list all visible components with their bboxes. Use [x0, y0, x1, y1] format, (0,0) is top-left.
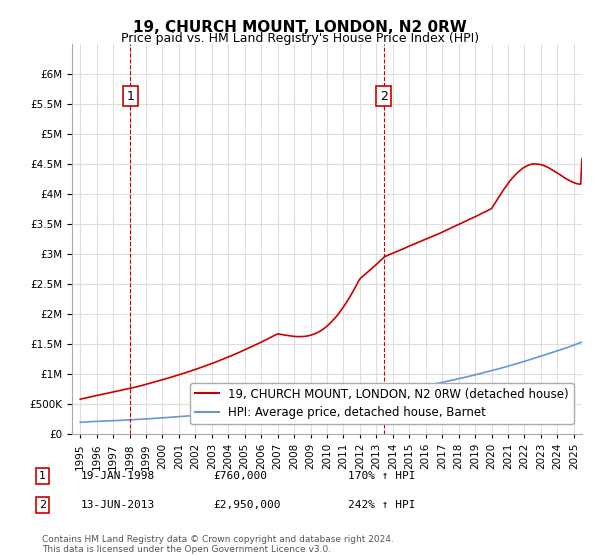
Text: 2: 2 — [39, 500, 46, 510]
Text: 13-JUN-2013: 13-JUN-2013 — [81, 500, 155, 510]
Text: 19-JAN-1998: 19-JAN-1998 — [81, 471, 155, 481]
Legend: 19, CHURCH MOUNT, LONDON, N2 0RW (detached house), HPI: Average price, detached : 19, CHURCH MOUNT, LONDON, N2 0RW (detach… — [190, 383, 574, 424]
Text: 242% ↑ HPI: 242% ↑ HPI — [348, 500, 415, 510]
Text: Contains HM Land Registry data © Crown copyright and database right 2024.
This d: Contains HM Land Registry data © Crown c… — [42, 535, 394, 554]
Text: 1: 1 — [39, 471, 46, 481]
Text: £760,000: £760,000 — [213, 471, 267, 481]
Text: £2,950,000: £2,950,000 — [213, 500, 281, 510]
Text: Price paid vs. HM Land Registry's House Price Index (HPI): Price paid vs. HM Land Registry's House … — [121, 32, 479, 45]
Text: 170% ↑ HPI: 170% ↑ HPI — [348, 471, 415, 481]
Text: 2: 2 — [380, 90, 388, 103]
Text: 1: 1 — [127, 90, 134, 103]
Text: 19, CHURCH MOUNT, LONDON, N2 0RW: 19, CHURCH MOUNT, LONDON, N2 0RW — [133, 20, 467, 35]
